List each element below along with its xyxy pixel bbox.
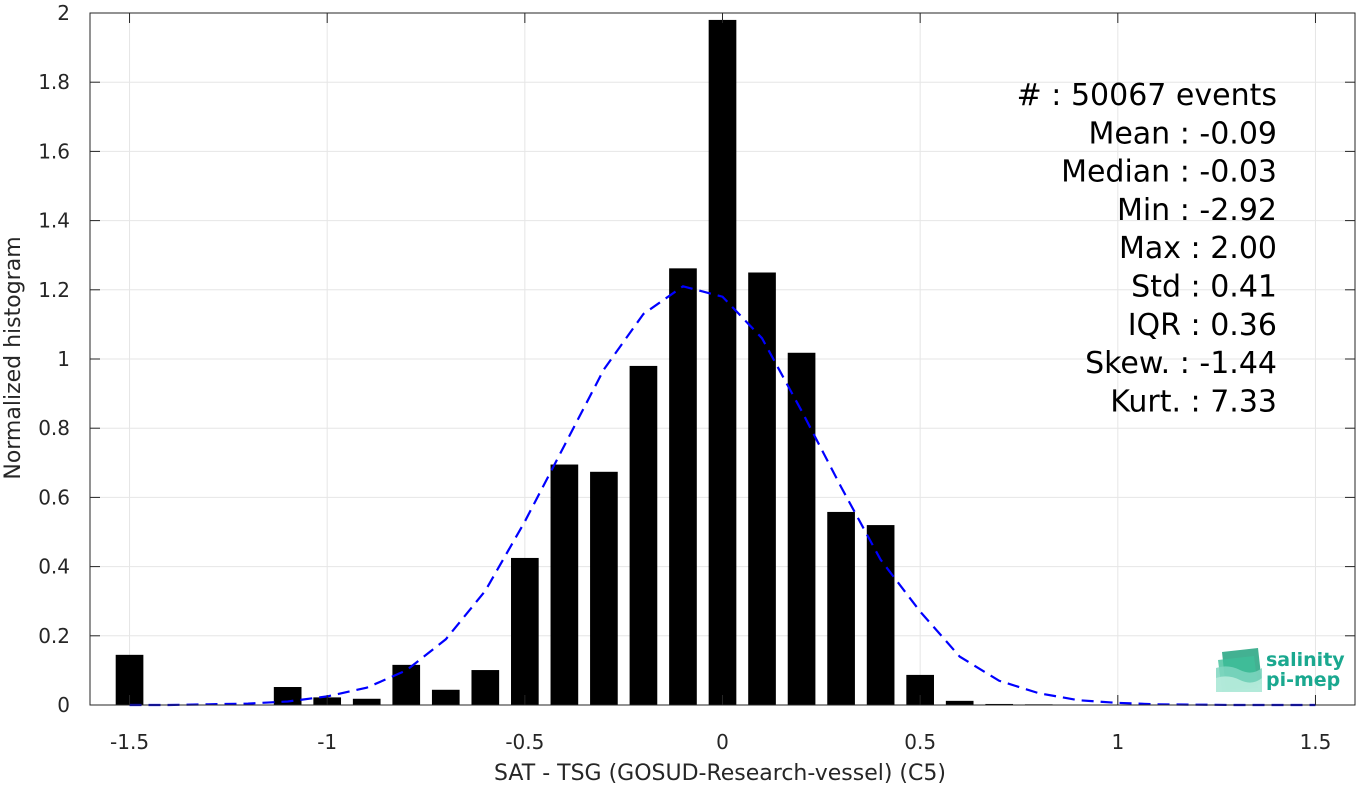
stats-line: Mean : -0.09 (1088, 116, 1277, 151)
histogram-bar (827, 511, 855, 705)
axes (89, 12, 1356, 706)
y-tick-label: 0.8 (38, 416, 70, 440)
stats-line: Min : -2.92 (1117, 193, 1277, 228)
y-axis-label: Normalized histogram (1, 236, 26, 479)
x-tick-label: 0.5 (904, 730, 936, 754)
histogram-bars (115, 19, 1132, 706)
histogram-bar (431, 689, 460, 705)
histogram-bar (352, 698, 381, 705)
stats-line: # : 50067 events (1017, 78, 1277, 113)
y-tick-label: 0.2 (38, 624, 70, 648)
histogram-bar (866, 525, 895, 705)
y-tick-label: 1.4 (38, 209, 70, 233)
histogram-bar (787, 352, 816, 705)
x-tick-label: -1.5 (110, 730, 149, 754)
stats-line: Max : 2.00 (1119, 231, 1277, 266)
histogram-bar (748, 272, 776, 705)
histogram-bar (669, 268, 697, 705)
logo-text-salinity: salinity (1266, 649, 1345, 671)
x-tick-label: 1.5 (1300, 730, 1332, 754)
stats-line: Kurt. : 7.33 (1110, 384, 1277, 419)
stats-line: Median : -0.03 (1061, 155, 1277, 190)
y-tick-label: 0.4 (38, 555, 70, 579)
y-tick-label: 0 (57, 693, 70, 717)
x-tick-label: -1 (317, 730, 337, 754)
x-tick-label: -0.5 (505, 730, 544, 754)
stats-line: Skew. : -1.44 (1085, 346, 1277, 381)
y-tick-label: 1.8 (38, 70, 70, 94)
histogram-bar (550, 464, 579, 705)
tick-labels: -1.5 -1 -0.5 0 0.5 1 1.5 0 0.2 0.4 0.6 0.8 1 1.2 1.4 1.… (38, 1, 1331, 754)
histogram-bar (471, 670, 500, 705)
y-tick-label: 0.6 (38, 485, 70, 509)
y-tick-label: 1.6 (38, 139, 70, 163)
logo-wave-icon (1216, 648, 1262, 692)
y-tick-label: 1 (57, 347, 70, 371)
histogram-bar (392, 664, 421, 705)
y-tick-label: 2 (57, 1, 70, 25)
histogram-bar (511, 557, 539, 705)
logo-text-pi-mep: pi-mep (1266, 669, 1340, 691)
histogram-bar (708, 19, 737, 706)
y-tick-label: 1.2 (38, 278, 70, 302)
histogram-bar (985, 703, 1014, 705)
histogram-bar (629, 365, 658, 705)
salinity-pi-mep-logo: salinity pi-mep (1216, 648, 1345, 692)
x-tick-label: 1 (1111, 730, 1124, 754)
stats-line: IQR : 0.36 (1128, 308, 1277, 343)
histogram-bar (945, 700, 974, 705)
stats-line: Std : 0.41 (1131, 270, 1277, 305)
histogram-bar (273, 687, 302, 705)
x-tick-label: 0 (716, 730, 729, 754)
histogram-bar (590, 471, 618, 705)
x-axis-label: SAT - TSG (GOSUD-Research-vessel) (C5) (494, 761, 946, 785)
